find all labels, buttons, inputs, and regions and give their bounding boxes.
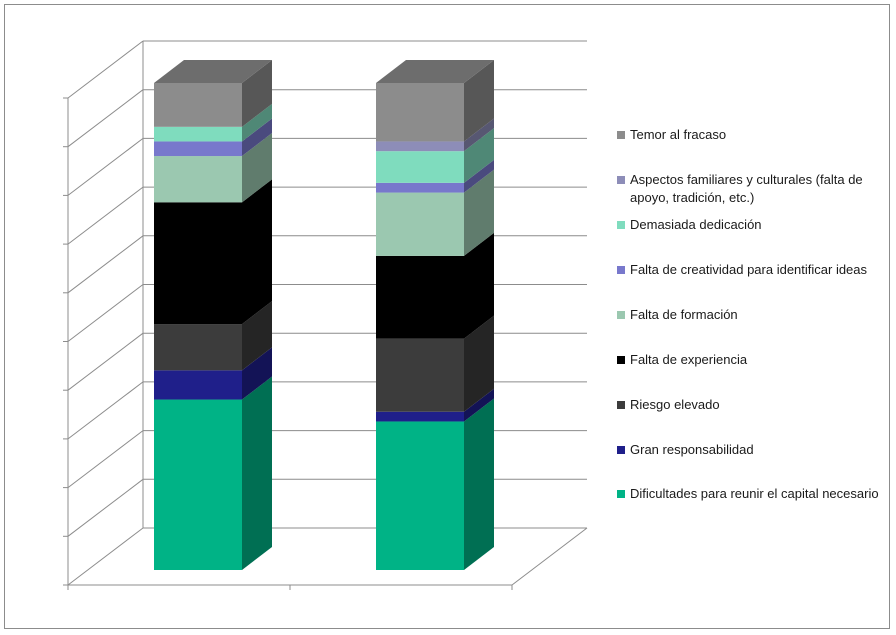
bar-segment-front: [154, 141, 242, 157]
legend-swatch: [617, 356, 625, 364]
gridline-diagonal: [67, 186, 144, 245]
bar-segment: [154, 347, 272, 400]
bar-segment-front: [376, 421, 464, 570]
bar-segment: [154, 60, 272, 127]
bar-segment: [154, 376, 272, 570]
bar-segment: [154, 179, 272, 325]
chart-walls: [67, 41, 588, 586]
bar-segment-side: [464, 398, 494, 570]
bar-segment: [376, 169, 494, 256]
bar-segment-front: [154, 83, 242, 127]
bar-top-face: [376, 60, 494, 83]
legend-label: Temor al fracaso: [630, 127, 726, 142]
bar-segment-side: [242, 376, 272, 570]
bar-segment-side: [464, 388, 494, 422]
bars: [154, 60, 494, 570]
bar-segment: [376, 60, 494, 142]
gridline-diagonal: [67, 284, 144, 342]
bar-segment-side: [464, 60, 494, 142]
gridlines: [67, 40, 587, 537]
bar-segment-side: [464, 315, 494, 412]
floor-edge-left: [67, 527, 144, 586]
legend-swatch: [617, 401, 625, 409]
bar-segment: [376, 159, 494, 193]
bar-segment-side: [464, 118, 494, 152]
legend-label-line: Aspectos familiares y culturales (falta …: [630, 172, 863, 187]
gridline-diagonal: [67, 332, 144, 391]
bar-segment-side: [242, 103, 272, 142]
legend: Temor al fracaso Aspectos familiares y cu…: [617, 127, 879, 501]
legend-swatch: [617, 266, 625, 274]
legend-swatch: [617, 490, 625, 498]
bar-segment: [154, 301, 272, 371]
legend-label: Falta de experiencia: [630, 352, 748, 367]
bar-segment: [376, 128, 494, 183]
bar-segment-side: [242, 179, 272, 325]
bar-segment: [154, 118, 272, 157]
x-axis: [67, 585, 513, 590]
bar-segment-side: [464, 169, 494, 256]
bar-segment-front: [376, 338, 464, 412]
bar-segment-front: [376, 411, 464, 422]
legend-label: Aspectos familiares y culturales (falta …: [630, 172, 863, 205]
bar-segment: [154, 133, 272, 203]
bar-segment: [154, 103, 272, 142]
bar-segment-front: [376, 83, 464, 142]
bar-segment: [376, 388, 494, 422]
legend-label: Demasiada dedicación: [630, 217, 762, 232]
bar-segment-side: [242, 60, 272, 127]
legend-label-line: apoyo, tradición, etc.): [630, 190, 754, 205]
bar-segment-side: [464, 128, 494, 183]
floor-edge-right: [511, 527, 588, 586]
legend-label: Gran responsabilidad: [630, 442, 754, 457]
y-axis: [63, 97, 69, 586]
bar-segment-side: [464, 232, 494, 339]
legend-label: Riesgo elevado: [630, 397, 720, 412]
bar-segment-side: [242, 133, 272, 203]
chart-frame: [4, 4, 890, 629]
bar-segment-front: [154, 202, 242, 325]
gridline-diagonal: [67, 40, 144, 99]
legend-swatch: [617, 446, 625, 454]
gridline-diagonal: [67, 381, 144, 440]
bar-segment: [376, 232, 494, 339]
bar-top-face: [154, 60, 272, 83]
bar-segment-front: [154, 126, 242, 142]
gridline-diagonal: [67, 478, 144, 537]
bar-segment-front: [376, 141, 464, 152]
bar-segment-front: [154, 156, 242, 203]
bar-segment-front: [376, 192, 464, 256]
bar-segment-side: [242, 347, 272, 400]
bar-segment-front: [376, 151, 464, 183]
bar-segment-front: [154, 324, 242, 371]
legend-label: Falta de creatividad para identificar id…: [630, 262, 868, 277]
legend-label: Dificultades para reunir el capital nece…: [630, 486, 879, 501]
gridline-diagonal: [67, 138, 144, 196]
bar-segment-side: [242, 118, 272, 157]
gridline-diagonal: [67, 430, 144, 488]
bar-segment-side: [242, 301, 272, 371]
legend-swatch: [617, 131, 625, 139]
bar-segment: [376, 118, 494, 152]
legend-swatch: [617, 311, 625, 319]
gridline-diagonal: [67, 89, 144, 148]
bar-segment-front: [154, 399, 242, 570]
legend-swatch: [617, 221, 625, 229]
bar-segment-front: [154, 370, 242, 400]
bar-segment-front: [376, 255, 464, 339]
bar-segment: [376, 398, 494, 570]
bar-segment: [376, 315, 494, 412]
legend-swatch: [617, 176, 625, 184]
bar-segment-front: [376, 182, 464, 193]
bar-segment-side: [464, 159, 494, 193]
legend-label: Falta de formación: [630, 307, 738, 322]
gridline-diagonal: [67, 235, 144, 294]
